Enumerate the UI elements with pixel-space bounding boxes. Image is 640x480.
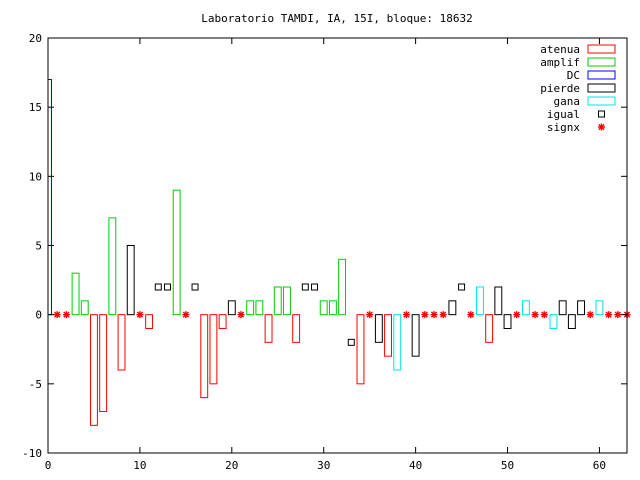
bar-pierde-57 bbox=[567, 314, 576, 329]
bar-pierde-20 bbox=[227, 300, 236, 316]
bar-amplif-25 bbox=[273, 286, 282, 316]
x-tick-label: 10 bbox=[133, 459, 146, 472]
bar-amplif-30 bbox=[319, 300, 328, 316]
bar-gana-47 bbox=[476, 286, 484, 316]
bar-amplif-7 bbox=[108, 217, 117, 316]
bar-amplif-22 bbox=[246, 300, 255, 316]
marker-signx-54 bbox=[540, 311, 548, 319]
bar-amplif-23 bbox=[255, 300, 264, 316]
x-tick-label: 50 bbox=[501, 459, 514, 472]
x-tick-label: 0 bbox=[45, 459, 52, 472]
marker-signx-1 bbox=[53, 311, 61, 319]
legend-label-pierde: pierde bbox=[540, 82, 580, 95]
bar-atenua-17 bbox=[200, 314, 209, 399]
bar-amplif-14 bbox=[172, 189, 181, 316]
legend-swatch-DC bbox=[587, 70, 616, 80]
y-tick-label: 20 bbox=[29, 32, 42, 45]
x-tick-label: 30 bbox=[317, 459, 330, 472]
y-tick-label: -10 bbox=[22, 447, 42, 460]
y-tick-label: 5 bbox=[35, 240, 42, 253]
marker-signx-46 bbox=[467, 311, 475, 319]
marker-signx-42 bbox=[430, 311, 438, 319]
bar-pierde-44 bbox=[448, 300, 457, 316]
bar-pierde-50 bbox=[503, 314, 512, 329]
y-tick-label: 10 bbox=[29, 170, 42, 183]
marker-signx-39 bbox=[402, 311, 410, 319]
marker-signx-53 bbox=[531, 311, 539, 319]
bar-atenua-19 bbox=[218, 314, 227, 329]
y-tick-label: 0 bbox=[35, 309, 42, 322]
bar-amplif-31 bbox=[328, 300, 337, 316]
chart-title: Laboratorio TAMDI, IA, 15I, bloque: 1863… bbox=[201, 12, 473, 25]
bar-amplif-3 bbox=[71, 272, 80, 316]
marker-signx-62 bbox=[614, 311, 622, 319]
legend-label-igual: igual bbox=[547, 108, 580, 121]
marker-signx-2 bbox=[62, 311, 70, 319]
bar-gana-55 bbox=[549, 314, 558, 329]
y-tick-label: -5 bbox=[29, 378, 42, 391]
bar-atenua-24 bbox=[264, 314, 273, 343]
legend-label-amplif: amplif bbox=[540, 56, 580, 69]
marker-igual-12 bbox=[154, 283, 162, 291]
legend-label-DC: DC bbox=[567, 69, 580, 82]
bar-atenua-37 bbox=[384, 314, 392, 357]
marker-igual-28 bbox=[301, 283, 309, 291]
x-tick-label: 60 bbox=[593, 459, 606, 472]
bar-pierde-49 bbox=[494, 286, 503, 316]
marker-igual-29 bbox=[311, 283, 319, 291]
marker-signx-10 bbox=[136, 311, 144, 319]
bar-pierde-56 bbox=[558, 300, 567, 316]
marker-signx-51 bbox=[513, 311, 521, 319]
bar-pierde-36 bbox=[374, 314, 383, 343]
legend-label-atenua: atenua bbox=[540, 43, 580, 56]
legend-swatch-gana bbox=[587, 96, 616, 106]
bar-gana-60 bbox=[595, 300, 604, 316]
legend-swatch-pierde bbox=[587, 83, 616, 93]
legend-swatch-igual bbox=[598, 110, 605, 118]
x-tick-label: 40 bbox=[409, 459, 422, 472]
marker-signx-61 bbox=[605, 311, 613, 319]
bar-atenua-6 bbox=[99, 314, 108, 412]
bar-amplif-32 bbox=[338, 258, 347, 316]
bar-pierde-58 bbox=[577, 300, 585, 316]
bar-amplif-26 bbox=[283, 286, 291, 316]
marker-igual-13 bbox=[163, 283, 171, 291]
bar-amplif-4 bbox=[80, 300, 89, 316]
marker-igual-33 bbox=[347, 338, 355, 346]
legend-swatch-atenua bbox=[587, 44, 616, 54]
marker-igual-16 bbox=[191, 283, 199, 291]
bar-gana-52 bbox=[521, 300, 530, 316]
bar-atenua-5 bbox=[90, 314, 98, 426]
bar-pierde-40 bbox=[411, 314, 420, 357]
legend-label-signx: signx bbox=[547, 121, 580, 134]
bar-atenua-34 bbox=[356, 314, 365, 385]
bar-atenua-8 bbox=[117, 314, 126, 371]
bar-pierde-9 bbox=[126, 245, 135, 316]
marker-signx-15 bbox=[182, 311, 190, 319]
bar-DC-0 bbox=[47, 79, 52, 316]
marker-signx-43 bbox=[439, 311, 447, 319]
bar-atenua-48 bbox=[485, 314, 494, 343]
bar-atenua-18 bbox=[209, 314, 218, 385]
bar-atenua-11 bbox=[145, 314, 154, 329]
marker-signx-59 bbox=[586, 311, 594, 319]
marker-signx-35 bbox=[366, 311, 374, 319]
legend-swatch-signx bbox=[598, 123, 605, 131]
bar-atenua-27 bbox=[292, 314, 301, 343]
legend-swatch-amplif bbox=[587, 57, 616, 67]
plot-frame bbox=[47, 37, 628, 454]
marker-igual-45 bbox=[458, 283, 466, 291]
x-tick-label: 20 bbox=[225, 459, 238, 472]
marker-signx-21 bbox=[237, 311, 245, 319]
legend-label-gana: gana bbox=[554, 95, 581, 108]
bar-gana-38 bbox=[393, 314, 402, 371]
y-tick-label: 15 bbox=[29, 101, 42, 114]
marker-signx-41 bbox=[421, 311, 429, 319]
